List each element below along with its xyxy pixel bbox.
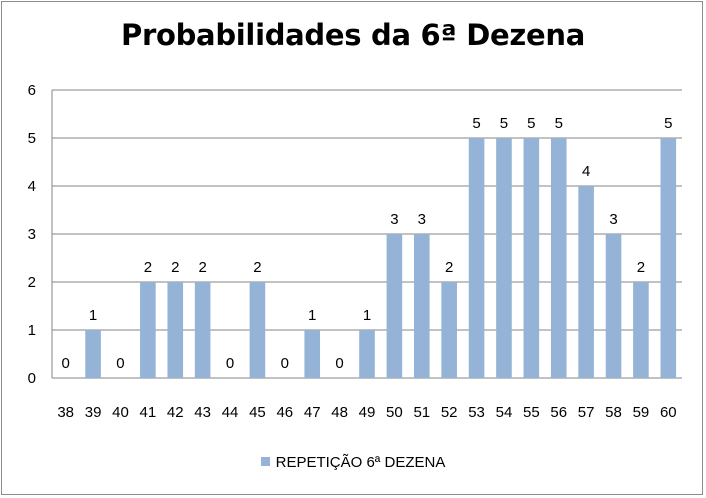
x-tick-label: 57 (578, 404, 595, 421)
y-tick-label: 4 (28, 178, 36, 195)
data-label: 0 (62, 355, 70, 372)
bar (85, 330, 101, 378)
y-tick-label: 6 (28, 82, 36, 99)
bar (386, 234, 403, 378)
data-label: 3 (418, 211, 426, 228)
x-tick-label: 43 (194, 404, 211, 421)
x-tick-label: 39 (85, 404, 102, 421)
chart-title: Probabilidades da 6ª Dezena (121, 18, 585, 52)
x-tick-label: 58 (605, 404, 622, 421)
x-tick-label: 41 (140, 404, 157, 421)
data-label: 2 (171, 259, 179, 276)
data-label: 1 (363, 307, 371, 324)
x-tick-label: 53 (468, 404, 485, 421)
bar (441, 282, 457, 378)
x-tick-label: 38 (57, 404, 74, 421)
x-tick-label: 60 (660, 404, 677, 421)
bar (550, 138, 567, 378)
y-tick-label: 2 (28, 274, 36, 291)
data-label: 5 (555, 115, 563, 132)
data-label: 2 (445, 259, 453, 276)
y-axis-ticks: 0 1 2 3 4 5 6 (28, 82, 36, 387)
bar (633, 282, 649, 378)
x-tick-label: 49 (359, 404, 376, 421)
data-label: 2 (253, 259, 261, 276)
data-label: 5 (500, 115, 508, 132)
data-label: 0 (281, 355, 289, 372)
x-tick-label: 54 (496, 404, 513, 421)
x-tick-label: 47 (304, 404, 321, 421)
data-label: 5 (472, 115, 480, 132)
x-tick-label: 45 (249, 404, 266, 421)
data-label: 0 (335, 355, 343, 372)
x-tick-label: 46 (276, 404, 293, 421)
bar (660, 138, 677, 378)
x-tick-label: 51 (413, 404, 430, 421)
bar (523, 138, 540, 378)
x-tick-label: 40 (112, 404, 129, 421)
bar (359, 330, 375, 378)
x-tick-label: 56 (550, 404, 567, 421)
data-label: 3 (609, 211, 617, 228)
y-tick-label: 3 (28, 226, 36, 243)
data-label: 1 (308, 307, 316, 324)
bar (194, 282, 211, 378)
x-tick-label: 44 (222, 404, 239, 421)
data-label: 3 (390, 211, 398, 228)
bar (578, 186, 594, 378)
x-tick-label: 52 (441, 404, 458, 421)
data-label: 0 (116, 355, 124, 372)
data-label: 5 (527, 115, 535, 132)
legend-label: REPETIÇÃO 6ª DEZENA (275, 454, 446, 471)
x-axis-ticks: 38 39 40 41 42 43 44 45 46 47 48 49 50 51 52 53 54 55 56 57… (57, 404, 676, 421)
y-tick-label: 5 (28, 130, 36, 147)
bar (468, 138, 485, 378)
bar-series (85, 138, 677, 378)
legend: REPETIÇÃO 6ª DEZENA (0, 454, 706, 471)
x-tick-label: 50 (386, 404, 403, 421)
bar (249, 282, 266, 378)
data-label: 4 (582, 163, 590, 180)
data-label: 5 (664, 115, 672, 132)
bar (140, 282, 156, 378)
y-tick-label: 0 (28, 370, 36, 387)
x-tick-label: 48 (331, 404, 348, 421)
data-label: 2 (637, 259, 645, 276)
bar (304, 330, 321, 378)
bar (605, 234, 622, 378)
gridlines (51, 89, 682, 379)
data-label: 2 (198, 259, 206, 276)
x-tick-label: 55 (523, 404, 540, 421)
x-tick-label: 59 (633, 404, 650, 421)
legend-swatch (260, 457, 270, 466)
x-tick-label: 42 (167, 404, 184, 421)
data-label: 2 (144, 259, 152, 276)
bar (167, 282, 184, 378)
data-label: 1 (89, 307, 97, 324)
data-label: 0 (226, 355, 234, 372)
bar (413, 234, 430, 378)
data-labels: 0 1 0 2 2 2 0 2 0 1 0 1 3 3 2 5 5 5 5 4 3 2 5 (62, 115, 673, 372)
bar (496, 138, 512, 378)
y-tick-label: 1 (28, 322, 36, 339)
